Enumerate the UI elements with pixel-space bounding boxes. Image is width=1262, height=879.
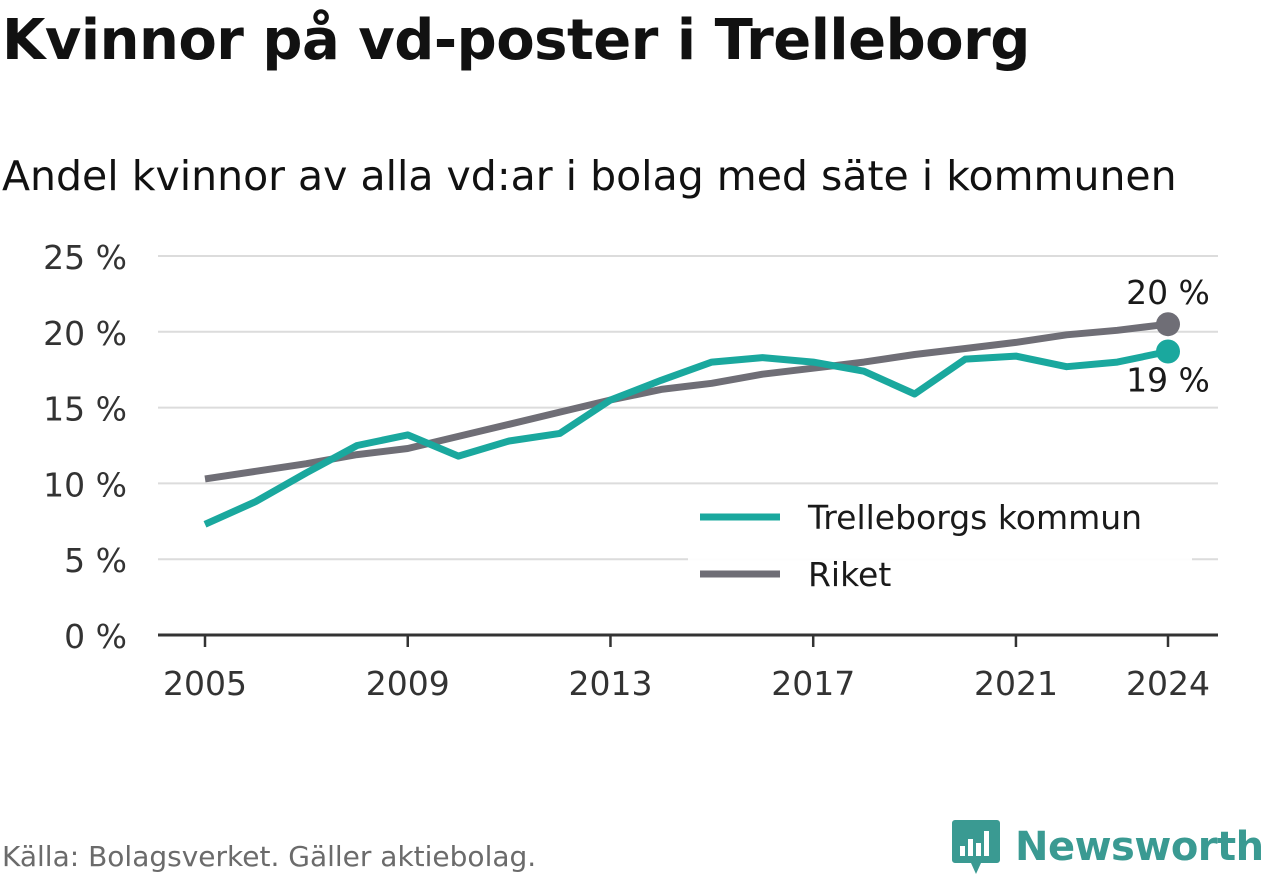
end-label-riket: 20 %: [1126, 273, 1210, 312]
legend-label: Riket: [808, 555, 891, 594]
series-layer: 20 % 19 %: [203, 273, 1210, 528]
chart-title: Kvinnor på vd-poster i Trelleborg: [2, 8, 1030, 73]
source-note: Källa: Bolagsverket. Gäller aktiebolag.: [2, 840, 537, 873]
y-tick-label: 15 %: [43, 390, 127, 429]
x-tick-label: 2017: [771, 664, 855, 703]
x-tick-label: 2013: [568, 664, 652, 703]
legend-label: Trelleborgs kommun: [807, 498, 1142, 537]
x-tick-label: 2021: [974, 664, 1058, 703]
legend-box: [688, 486, 1192, 604]
end-point-trelleborgs-kommun: [1156, 339, 1180, 364]
y-tick-label: 25 %: [43, 238, 127, 277]
end-label-trelleborg: 19 %: [1126, 361, 1210, 400]
x-tick-label: 2009: [366, 664, 450, 703]
brand-name: Newsworthy: [1015, 824, 1262, 870]
series-line-riket: [204, 320, 1169, 483]
x-tick-label: 2005: [163, 664, 247, 703]
axis-layer: 0 % 5 % 10 % 15 % 20 % 25 % 2005 2009 2013 2017 20…: [43, 238, 1218, 703]
y-tick-label: 10 %: [43, 465, 127, 504]
x-tick-label: 2024: [1126, 664, 1210, 703]
end-point-riket: [1156, 312, 1180, 337]
y-tick-label: 0 %: [64, 617, 127, 656]
brand-logo: Newsworthy: [951, 818, 1262, 876]
y-tick-label: 5 %: [64, 541, 127, 580]
legend: Trelleborgs kommun Riket: [688, 486, 1192, 604]
newsworthy-logo-icon: [952, 820, 1000, 874]
chart-subtitle: Andel kvinnor av alla vd:ar i bolag med …: [2, 152, 1177, 200]
y-tick-label: 20 %: [43, 314, 127, 353]
series-line-trelleborgs-kommun: [203, 348, 1169, 528]
